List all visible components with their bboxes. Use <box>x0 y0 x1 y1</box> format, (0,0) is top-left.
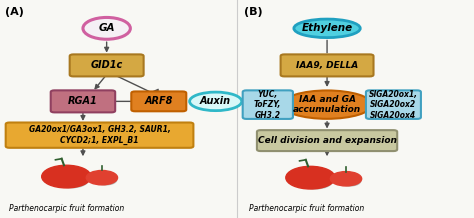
Circle shape <box>86 170 118 185</box>
FancyBboxPatch shape <box>6 123 193 148</box>
FancyBboxPatch shape <box>51 90 115 112</box>
Text: SlGA20ox1,
SlGA20ox2
SlGA20ox4: SlGA20ox1, SlGA20ox2 SlGA20ox4 <box>369 90 418 119</box>
Circle shape <box>42 165 91 188</box>
Text: GA: GA <box>99 23 115 33</box>
Circle shape <box>339 176 361 186</box>
Ellipse shape <box>190 92 242 111</box>
Text: RGA1: RGA1 <box>68 96 98 106</box>
Text: ARF8: ARF8 <box>145 96 173 106</box>
FancyBboxPatch shape <box>366 90 421 119</box>
Text: GID1c: GID1c <box>91 60 123 70</box>
FancyBboxPatch shape <box>131 92 186 111</box>
Circle shape <box>298 173 332 189</box>
Text: IAA9, DELLA: IAA9, DELLA <box>296 61 358 70</box>
Text: Ethylene: Ethylene <box>301 23 353 33</box>
Text: YUC,
ToFZY,
GH3.2: YUC, ToFZY, GH3.2 <box>254 90 282 119</box>
Circle shape <box>54 172 88 188</box>
Text: Parthenocarpic fruit formation: Parthenocarpic fruit formation <box>9 204 125 213</box>
FancyBboxPatch shape <box>243 90 293 119</box>
FancyBboxPatch shape <box>70 54 144 77</box>
Ellipse shape <box>83 17 130 39</box>
Text: GA20ox1/GA3ox1, GH3.2, SAUR1,
CYCD2;1, EXPL_B1: GA20ox1/GA3ox1, GH3.2, SAUR1, CYCD2;1, E… <box>28 125 171 145</box>
Circle shape <box>95 175 117 185</box>
Ellipse shape <box>282 90 372 119</box>
FancyBboxPatch shape <box>281 54 374 77</box>
Ellipse shape <box>294 19 360 38</box>
Text: IAA and GA
accumulation: IAA and GA accumulation <box>293 95 361 114</box>
Text: Parthenocarpic fruit formation: Parthenocarpic fruit formation <box>249 204 364 213</box>
Text: (A): (A) <box>5 7 24 17</box>
Text: Cell division and expansion: Cell division and expansion <box>258 136 396 145</box>
Text: Auxin: Auxin <box>200 96 231 106</box>
FancyBboxPatch shape <box>257 130 397 151</box>
Circle shape <box>330 172 362 186</box>
Circle shape <box>286 166 335 189</box>
Text: (B): (B) <box>244 7 263 17</box>
